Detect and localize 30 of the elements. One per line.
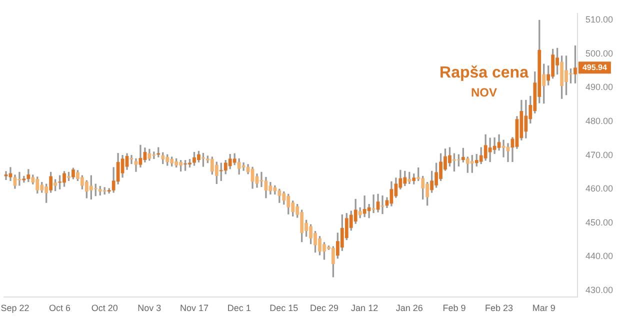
x-tick-label: Feb 9 [442, 303, 466, 314]
y-tick-label: 470.00 [585, 150, 614, 160]
x-tick-label: Dec 29 [310, 303, 338, 314]
annotation: NOV [470, 85, 498, 100]
x-tick-label: Jan 12 [351, 303, 378, 314]
x-tick-label: Feb 23 [485, 303, 514, 314]
y-tick-label: 510.00 [585, 14, 614, 25]
candlestick [488, 138, 492, 162]
y-tick-label: 450.00 [585, 217, 614, 228]
x-tick-label: Sep 22 [0, 303, 30, 314]
candlestick [362, 196, 366, 218]
y-tick-label: 440.00 [585, 251, 614, 262]
x-tick-label: Oct 6 [49, 303, 71, 314]
y-tick-label: 500.00 [585, 48, 614, 58]
x-tick-label: Mar 9 [532, 303, 556, 314]
x-tick-label: Dec 1 [227, 303, 251, 314]
x-tick-label: Nov 17 [180, 303, 209, 314]
annotation: 495.94 [582, 62, 608, 72]
candlestick [260, 172, 264, 188]
y-tick-label: 430.00 [585, 284, 614, 295]
x-tick-label: Oct 20 [91, 303, 118, 314]
candlestick [130, 154, 134, 164]
x-tick-label: Nov 3 [138, 303, 162, 314]
x-tick-label: Dec 15 [270, 303, 298, 314]
annotation: Rapša cena [440, 64, 529, 82]
y-tick-label: 480.00 [585, 116, 614, 126]
x-tick-label: Jan 26 [396, 303, 423, 314]
y-tick-label: 460.00 [585, 184, 614, 194]
candlestick [18, 172, 22, 186]
y-tick-label: 490.00 [585, 82, 614, 92]
